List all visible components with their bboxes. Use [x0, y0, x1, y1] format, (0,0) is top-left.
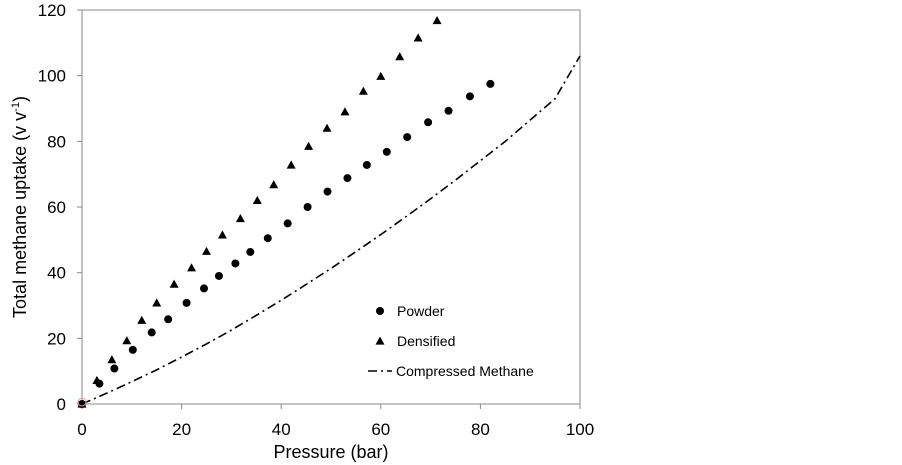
x-tick-label: 60: [371, 420, 390, 439]
powder-point: [403, 133, 412, 142]
densified-point: [252, 195, 262, 205]
y-axis-label-end: ): [10, 96, 30, 102]
densified-point: [217, 230, 227, 239]
legend-label: Powder: [397, 303, 445, 319]
densified-point: [286, 160, 296, 169]
powder-point: [465, 92, 474, 101]
series-layer: [77, 16, 581, 408]
legend-label: Densified: [397, 333, 455, 349]
densified-point: [122, 336, 132, 345]
powder-point: [110, 364, 119, 373]
x-tick-label: 80: [471, 420, 490, 439]
densified-point: [269, 180, 279, 189]
densified-point: [152, 298, 162, 307]
compressed-methane-line: [81, 55, 581, 405]
densified-point: [432, 16, 442, 25]
legend: Powder Densified Compressed Methane: [368, 303, 534, 379]
densified-point: [187, 263, 197, 272]
y-axis-label-main: Total methane uptake (v v: [10, 112, 30, 318]
powder-point: [200, 284, 209, 293]
x-tick-label: 40: [272, 420, 291, 439]
powder-point: [444, 106, 453, 115]
powder-point: [343, 174, 352, 183]
powder-point: [214, 271, 223, 280]
legend-label: Compressed Methane: [396, 363, 534, 379]
y-tick-label: 120: [38, 1, 66, 20]
powder-point: [231, 259, 240, 268]
densified-point: [395, 52, 405, 61]
densified-point: [137, 315, 147, 324]
y-tick-label: 80: [47, 132, 66, 151]
densified-point: [235, 213, 245, 223]
densified-point: [413, 33, 423, 42]
powder-point: [147, 328, 156, 337]
legend-powder-marker: [376, 307, 384, 315]
x-axis-ticks: 0 20 40 60 80 100: [77, 404, 594, 439]
powder-point: [303, 203, 312, 211]
x-tick-label: 20: [172, 420, 191, 439]
powder-point: [128, 345, 137, 354]
legend-densified-marker: [375, 336, 385, 345]
densified-point: [202, 246, 211, 255]
y-tick-label: 100: [38, 67, 66, 86]
densified-point: [322, 123, 332, 132]
densified-point: [340, 107, 350, 116]
y-tick-label: 20: [47, 329, 66, 348]
densified-point: [92, 375, 102, 384]
densified-point: [358, 86, 368, 95]
powder-point: [246, 247, 255, 256]
densified-point: [169, 279, 179, 288]
y-tick-label: 60: [47, 198, 66, 217]
powder-point: [283, 219, 292, 228]
x-tick-label: 100: [566, 420, 594, 439]
powder-point: [263, 234, 272, 243]
y-axis-label-superscript: -1: [10, 102, 22, 112]
y-axis-label: Total methane uptake (v v-1): [10, 96, 30, 318]
powder-point: [382, 147, 391, 156]
x-axis-label: Pressure (bar): [273, 442, 388, 462]
y-tick-label: 40: [47, 264, 66, 283]
y-tick-label: 0: [57, 395, 66, 414]
powder-point: [486, 79, 495, 88]
densified-point: [376, 71, 386, 80]
plot-area-frame: [81, 9, 581, 405]
densified-point: [304, 141, 314, 150]
powder-point: [424, 118, 433, 127]
densified-point: [107, 355, 117, 364]
powder-point: [164, 315, 173, 324]
x-tick-label: 0: [77, 420, 86, 439]
origin-marker: [77, 397, 87, 407]
powder-point: [323, 187, 332, 196]
y-axis-ticks: 0 20 40 60 80 100 120: [38, 1, 82, 414]
powder-point: [362, 160, 371, 169]
powder-point: [182, 298, 191, 307]
